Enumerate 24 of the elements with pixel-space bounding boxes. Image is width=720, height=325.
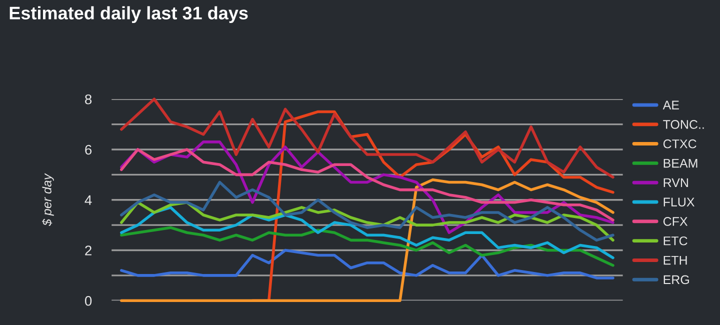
legend-label: AE (662, 100, 679, 110)
legend-label: RVN (664, 178, 688, 187)
legend-label: CTXC (663, 139, 696, 148)
y-tick-label: 2 (85, 246, 92, 256)
line-series (120, 178, 614, 302)
legend-label: FLUX (664, 198, 694, 206)
legend-label: CFX (663, 217, 688, 226)
y-tick-label: 4 (84, 195, 92, 205)
line-series (120, 98, 614, 179)
line-series (120, 248, 614, 280)
legend-label: ERG (664, 275, 689, 284)
legend-label: ETC (664, 236, 688, 246)
line-series (120, 148, 614, 222)
y-tick-label: 0 (84, 296, 92, 306)
y-axis-title: $ per day (42, 173, 54, 226)
y-tick-label: 6 (85, 144, 92, 155)
legend-label: ETH (664, 256, 687, 265)
line-series (120, 226, 614, 267)
legend-label: TONC.. (663, 120, 704, 129)
chart-title: Estimated daily last 31 days (10, 6, 248, 24)
line-series (120, 206, 614, 260)
y-tick-label: 8 (85, 94, 92, 104)
legend-label: BEAM (664, 158, 698, 168)
line-series (120, 180, 614, 242)
